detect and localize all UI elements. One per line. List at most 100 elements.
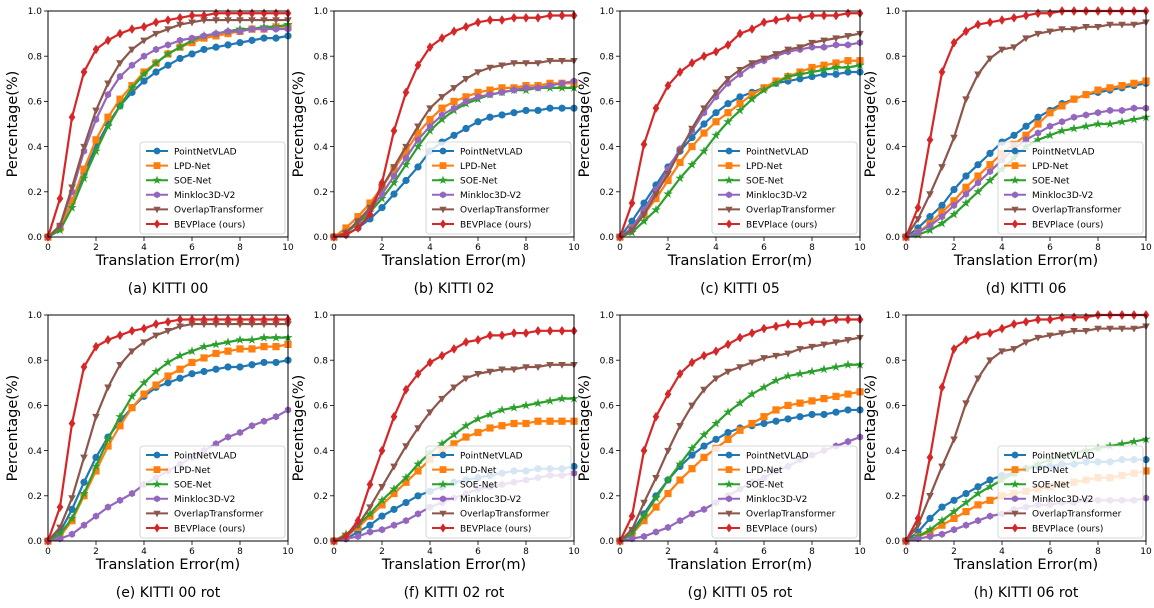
data-point xyxy=(783,71,793,81)
x-tick-label: 8 xyxy=(523,547,529,557)
legend-marker xyxy=(439,162,447,169)
legend-label: OverlapTransformer xyxy=(1032,206,1122,216)
data-point xyxy=(832,10,840,21)
legend-marker xyxy=(152,479,162,489)
legend-entry: OverlapTransformer xyxy=(1004,206,1122,216)
data-point xyxy=(724,435,732,443)
data-point xyxy=(546,10,554,21)
data-point xyxy=(176,374,184,382)
data-point xyxy=(772,51,780,59)
data-point xyxy=(700,120,708,128)
x-axis-label: Translation Error(m) xyxy=(95,557,240,573)
legend-entry: OverlapTransformer xyxy=(1004,510,1122,520)
data-point xyxy=(426,357,434,368)
data-point xyxy=(378,483,386,491)
data-point xyxy=(438,94,446,101)
x-tick-label: 4 xyxy=(141,243,147,253)
data-point xyxy=(1094,24,1102,31)
legend: PointNetVLAD LPD-Net SOE-Net Minkloc3D-V2 Ov… xyxy=(711,141,858,235)
data-point xyxy=(414,467,422,475)
series-bevplace-ours xyxy=(330,10,578,242)
data-point xyxy=(176,365,184,373)
data-point xyxy=(139,69,149,79)
data-point xyxy=(272,314,280,325)
data-point xyxy=(558,417,566,425)
data-point xyxy=(974,172,982,180)
data-point xyxy=(426,42,434,52)
x-tick-label: 6 xyxy=(189,243,195,253)
legend-marker xyxy=(1011,451,1019,459)
data-point xyxy=(164,316,172,327)
legend-entry: SOE-Net xyxy=(146,479,212,491)
data-point xyxy=(950,514,958,522)
data-point xyxy=(236,8,244,19)
data-point xyxy=(104,80,112,88)
data-point xyxy=(461,420,471,430)
data-point xyxy=(663,475,673,484)
data-point xyxy=(1057,125,1067,135)
data-point xyxy=(1082,24,1090,31)
data-point xyxy=(938,67,946,77)
data-point xyxy=(152,381,160,389)
data-point xyxy=(128,326,136,336)
data-point xyxy=(390,172,398,180)
data-point xyxy=(748,419,756,428)
data-point xyxy=(558,361,566,369)
legend-marker xyxy=(439,206,447,214)
x-tick-label: 2 xyxy=(951,547,957,557)
data-point xyxy=(390,463,398,471)
data-point xyxy=(546,57,554,65)
data-point xyxy=(844,8,852,19)
legend-entry: PointNetVLAD xyxy=(1004,451,1095,461)
y-tick-label: 0.6 xyxy=(886,98,901,108)
data-point xyxy=(688,465,696,473)
legend-marker xyxy=(152,175,162,185)
legend-marker xyxy=(154,495,160,503)
data-point xyxy=(784,12,792,23)
legend-marker xyxy=(153,219,161,229)
data-point xyxy=(914,228,922,237)
legend-label: LPD-Net xyxy=(1032,162,1069,172)
data-point xyxy=(140,390,148,398)
data-point xyxy=(56,524,64,532)
data-point xyxy=(140,77,148,85)
legend-marker xyxy=(725,147,733,155)
data-point xyxy=(950,344,958,354)
data-point xyxy=(450,26,458,37)
data-point xyxy=(188,370,196,378)
x-tick-label: 8 xyxy=(1095,243,1101,253)
data-point xyxy=(962,190,970,198)
data-point xyxy=(784,350,792,358)
legend-label: BEVPlace (ours) xyxy=(460,524,531,534)
data-point xyxy=(450,104,458,112)
legend-marker xyxy=(725,466,733,473)
data-point xyxy=(1070,328,1078,335)
data-point xyxy=(962,521,970,529)
legend-label: PointNetVLAD xyxy=(174,147,237,157)
data-point xyxy=(1081,121,1091,131)
legend-entry: BEVPlace (ours) xyxy=(718,219,817,230)
y-tick-label: 0.0 xyxy=(886,537,901,547)
data-point xyxy=(188,10,196,21)
data-point xyxy=(1010,12,1018,23)
data-point xyxy=(438,350,446,361)
subplot-caption: (c) KITTI 05 xyxy=(700,281,780,297)
subplot-caption: (e) KITTI 00 rot xyxy=(116,585,221,601)
legend-label: LPD-Net xyxy=(174,466,211,476)
data-point xyxy=(808,43,816,51)
legend-label: BEVPlace (ours) xyxy=(174,220,245,230)
plot-frame xyxy=(905,314,1147,542)
legend-label: LPD-Net xyxy=(746,162,783,172)
legend-label: Minkloc3D-V2 xyxy=(1032,191,1093,201)
data-point xyxy=(248,422,256,430)
data-point xyxy=(260,358,268,367)
data-point xyxy=(474,335,482,345)
plot-frame xyxy=(47,10,289,238)
data-point xyxy=(116,422,124,430)
legend-label: PointNetVLAD xyxy=(746,147,809,157)
legend-label: BEVPlace (ours) xyxy=(746,220,817,230)
data-point xyxy=(557,393,567,403)
data-point xyxy=(1106,84,1114,92)
data-point xyxy=(832,70,840,78)
data-point xyxy=(56,193,64,204)
